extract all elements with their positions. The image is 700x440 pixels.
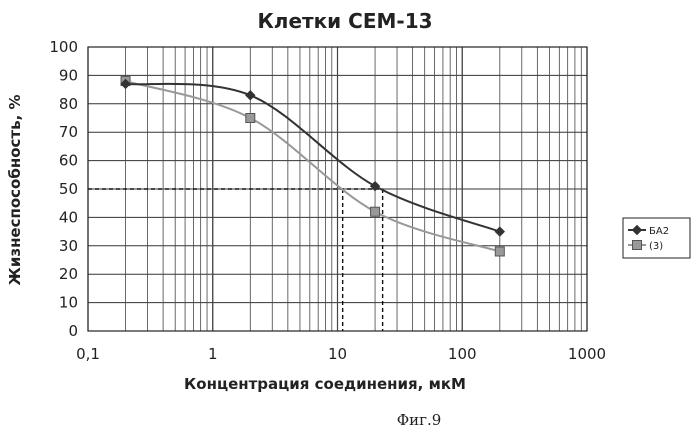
series-line-0 <box>125 82 501 233</box>
legend-label: БА2 <box>649 226 669 237</box>
plot-area <box>87 46 588 332</box>
y-tick-label: 100 <box>49 38 78 56</box>
y-tick-label: 80 <box>59 95 78 113</box>
legend: БА2(3) <box>622 217 691 259</box>
series-line-1 <box>125 80 501 253</box>
y-axis-title: Жизнеспособность, % <box>6 94 24 285</box>
x-tick-label: 100 <box>448 345 477 363</box>
x-tick-label: 10 <box>328 345 347 363</box>
legend-marker <box>632 240 642 250</box>
y-tick-label: 30 <box>59 237 78 255</box>
data-point <box>120 78 131 90</box>
legend-marker <box>631 224 643 236</box>
y-tick-label: 20 <box>59 265 78 283</box>
x-axis-title: Концентрация соединения, мкМ <box>184 375 466 393</box>
y-tick-label: 60 <box>59 152 78 170</box>
y-tick-label: 10 <box>59 294 78 312</box>
x-tick-label: 1 <box>208 345 218 363</box>
data-point <box>245 113 256 123</box>
y-tick-label: 0 <box>68 322 78 340</box>
x-tick-label: 1000 <box>568 345 606 363</box>
y-tick-label: 70 <box>59 123 78 141</box>
legend-box <box>622 217 691 259</box>
data-point <box>494 246 505 257</box>
legend-label: (3) <box>649 241 663 252</box>
data-point <box>369 180 381 192</box>
data-point <box>494 226 506 237</box>
data-point <box>245 90 256 101</box>
y-tick-label: 90 <box>59 66 78 84</box>
y-tick-label: 50 <box>59 180 78 198</box>
chart-title: Клетки CEM-13 <box>257 9 432 33</box>
y-tick-label: 40 <box>59 208 78 226</box>
figure-caption: Фиг.9 <box>397 411 442 429</box>
tick-labels: 0 10 20 30 40 50 60 70 80 90 100 0,1 1 10 100 1000 <box>49 38 606 363</box>
x-tick-label: 0,1 <box>76 345 100 363</box>
data-point <box>370 206 381 217</box>
series-group <box>120 76 506 257</box>
reference-lines <box>88 188 384 331</box>
